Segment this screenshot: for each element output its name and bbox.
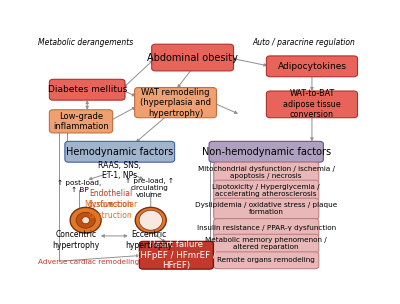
FancyBboxPatch shape: [214, 252, 319, 269]
Text: Abdominal obesity: Abdominal obesity: [147, 53, 238, 63]
FancyBboxPatch shape: [214, 234, 319, 253]
FancyBboxPatch shape: [266, 56, 358, 77]
Text: Insulin resistance / PPAR-γ dysfunction: Insulin resistance / PPAR-γ dysfunction: [197, 225, 336, 231]
FancyBboxPatch shape: [214, 219, 319, 237]
Ellipse shape: [135, 207, 166, 233]
Text: Concentric
hypertrophy: Concentric hypertrophy: [53, 230, 100, 250]
Text: WAT-to-BAT
adipose tissue
conversion: WAT-to-BAT adipose tissue conversion: [283, 89, 341, 119]
FancyBboxPatch shape: [214, 162, 319, 183]
Text: Diabetes mellitus: Diabetes mellitus: [48, 85, 127, 94]
Text: Heart failure
(HFpEF / HFmrEF /
HFrEF): Heart failure (HFpEF / HFmrEF / HFrEF): [137, 240, 216, 270]
Text: Dyslipidemia / oxidative stress / plaque
formation: Dyslipidemia / oxidative stress / plaque…: [195, 202, 337, 215]
Text: Adverse cardiac remodeling: Adverse cardiac remodeling: [38, 259, 139, 265]
FancyBboxPatch shape: [209, 141, 324, 162]
Text: RAAS, SNS,
ET-1, NPs: RAAS, SNS, ET-1, NPs: [98, 161, 141, 180]
Text: Non-hemodynamic factors: Non-hemodynamic factors: [202, 147, 331, 157]
Text: Microvascular
obstruction: Microvascular obstruction: [84, 200, 137, 220]
Text: Endothelial
dysfunction: Endothelial dysfunction: [88, 189, 133, 209]
Text: Auto / paracrine regulation: Auto / paracrine regulation: [253, 38, 356, 47]
FancyBboxPatch shape: [139, 241, 213, 269]
Text: ↑ post-load,
↑ BP: ↑ post-load, ↑ BP: [57, 180, 102, 193]
Text: Metabolic memory phenomenon /
altered reparation: Metabolic memory phenomenon / altered re…: [205, 237, 327, 250]
Text: Lipotoxicity / Hyperglycemia /
accelerating atherosclerosis: Lipotoxicity / Hyperglycemia / accelerat…: [212, 184, 320, 197]
Text: Adipocytokines: Adipocytokines: [278, 62, 346, 71]
FancyBboxPatch shape: [65, 141, 175, 162]
Text: Eccentric
hypertrophy: Eccentric hypertrophy: [125, 230, 172, 250]
FancyBboxPatch shape: [152, 44, 234, 71]
FancyBboxPatch shape: [214, 198, 319, 219]
FancyBboxPatch shape: [49, 79, 125, 100]
Text: Hemodynamic factors: Hemodynamic factors: [66, 147, 173, 157]
Ellipse shape: [82, 217, 90, 224]
Text: WAT remodeling
(hyperplasia and
hypertrophy): WAT remodeling (hyperplasia and hypertro…: [140, 88, 211, 118]
Text: Remote organs remodeling: Remote organs remodeling: [217, 257, 315, 263]
FancyBboxPatch shape: [266, 91, 358, 118]
Text: ↑ pre-load, ↑
circulating
volume: ↑ pre-load, ↑ circulating volume: [125, 178, 174, 198]
FancyBboxPatch shape: [214, 180, 319, 201]
Ellipse shape: [70, 207, 101, 233]
Text: Metabolic derangements: Metabolic derangements: [38, 38, 133, 47]
Text: Mitochondrial dysfunction / ischemia /
apoptosis / necrosis: Mitochondrial dysfunction / ischemia / a…: [198, 166, 335, 179]
Ellipse shape: [76, 212, 95, 228]
Text: Low-grade
inflammation: Low-grade inflammation: [53, 112, 109, 131]
Ellipse shape: [139, 210, 162, 230]
FancyBboxPatch shape: [49, 110, 113, 133]
FancyBboxPatch shape: [135, 88, 216, 118]
